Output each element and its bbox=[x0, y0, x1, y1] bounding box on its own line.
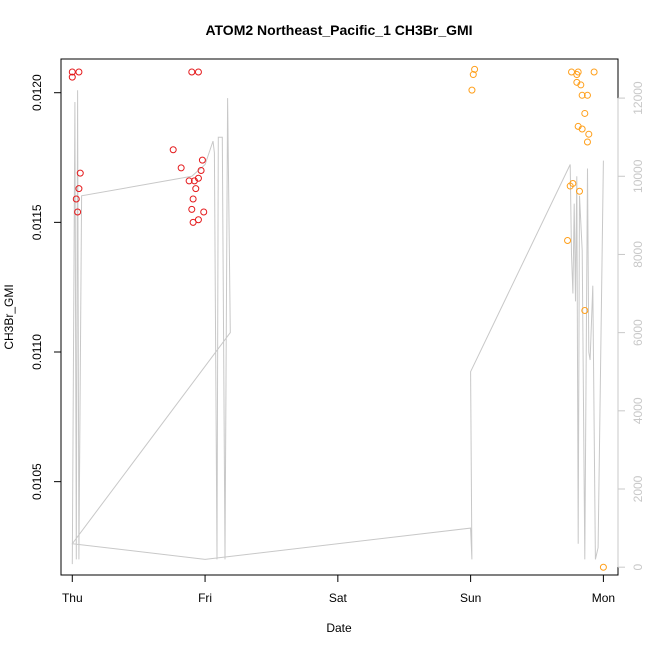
data-point bbox=[578, 125, 586, 133]
data-point bbox=[72, 195, 80, 203]
y-axis-label: CH3Br_GMI bbox=[2, 284, 16, 349]
y2-tick-label: 4000 bbox=[631, 397, 645, 424]
data-point bbox=[198, 156, 206, 164]
data-point bbox=[75, 68, 83, 76]
data-point bbox=[577, 81, 585, 89]
data-point bbox=[599, 563, 607, 571]
x-axis-label: Date bbox=[326, 621, 352, 635]
secondary-y-axis: 0 2000 4000 6000 8000 10000 12000 bbox=[617, 81, 645, 571]
y-tick-label: 0.0110 bbox=[30, 334, 44, 370]
data-point bbox=[189, 195, 197, 203]
y2-tick-label: 0 bbox=[631, 564, 645, 571]
altitude-line-layer bbox=[71, 90, 604, 565]
y2-tick-label: 8000 bbox=[631, 241, 645, 268]
data-point bbox=[75, 185, 83, 193]
data-point bbox=[583, 91, 591, 99]
data-point bbox=[581, 109, 589, 117]
data-point bbox=[581, 307, 589, 315]
y-tick-label: 0.0105 bbox=[30, 463, 44, 500]
data-point bbox=[194, 68, 202, 76]
data-point bbox=[177, 164, 185, 172]
data-point bbox=[583, 138, 591, 146]
data-point bbox=[74, 208, 82, 216]
y2-tick-label: 10000 bbox=[631, 159, 645, 193]
plot-frame bbox=[60, 58, 619, 576]
altitude-line bbox=[71, 90, 604, 565]
y-tick-label: 0.0120 bbox=[30, 74, 44, 111]
data-point bbox=[188, 205, 196, 213]
data-point bbox=[189, 218, 197, 226]
data-point bbox=[469, 71, 477, 79]
y2-tick-label: 6000 bbox=[631, 319, 645, 346]
data-point bbox=[573, 71, 581, 79]
data-point bbox=[68, 73, 76, 81]
data-point bbox=[468, 86, 476, 94]
data-point bbox=[578, 91, 586, 99]
y-axis: 0.0105 0.0110 0.0115 0.0120 bbox=[30, 74, 62, 500]
data-point bbox=[471, 65, 479, 73]
data-point bbox=[590, 68, 598, 76]
data-point bbox=[188, 68, 196, 76]
data-point bbox=[197, 166, 205, 174]
x-axis: Thu Fri Sat Sun Mon bbox=[62, 574, 615, 605]
data-point bbox=[200, 208, 208, 216]
data-point bbox=[76, 169, 84, 177]
x-tick-label: Thu bbox=[62, 591, 83, 605]
data-point bbox=[564, 237, 572, 245]
data-point bbox=[192, 185, 200, 193]
data-point bbox=[169, 146, 177, 154]
data-point bbox=[185, 177, 193, 185]
chart-title: ATOM2 Northeast_Pacific_1 CH3Br_GMI bbox=[205, 22, 472, 38]
x-tick-label: Fri bbox=[198, 591, 212, 605]
data-point bbox=[68, 68, 76, 76]
y-tick-label: 0.0115 bbox=[30, 204, 44, 240]
data-points-layer bbox=[68, 65, 607, 571]
data-point bbox=[194, 174, 202, 182]
y2-tick-label: 2000 bbox=[631, 475, 645, 502]
x-tick-label: Sun bbox=[460, 591, 481, 605]
y2-tick-label: 12000 bbox=[631, 81, 645, 115]
data-point bbox=[575, 187, 583, 195]
data-point bbox=[585, 130, 593, 138]
x-tick-label: Mon bbox=[592, 591, 615, 605]
data-point bbox=[566, 182, 574, 190]
x-tick-label: Sat bbox=[329, 591, 348, 605]
